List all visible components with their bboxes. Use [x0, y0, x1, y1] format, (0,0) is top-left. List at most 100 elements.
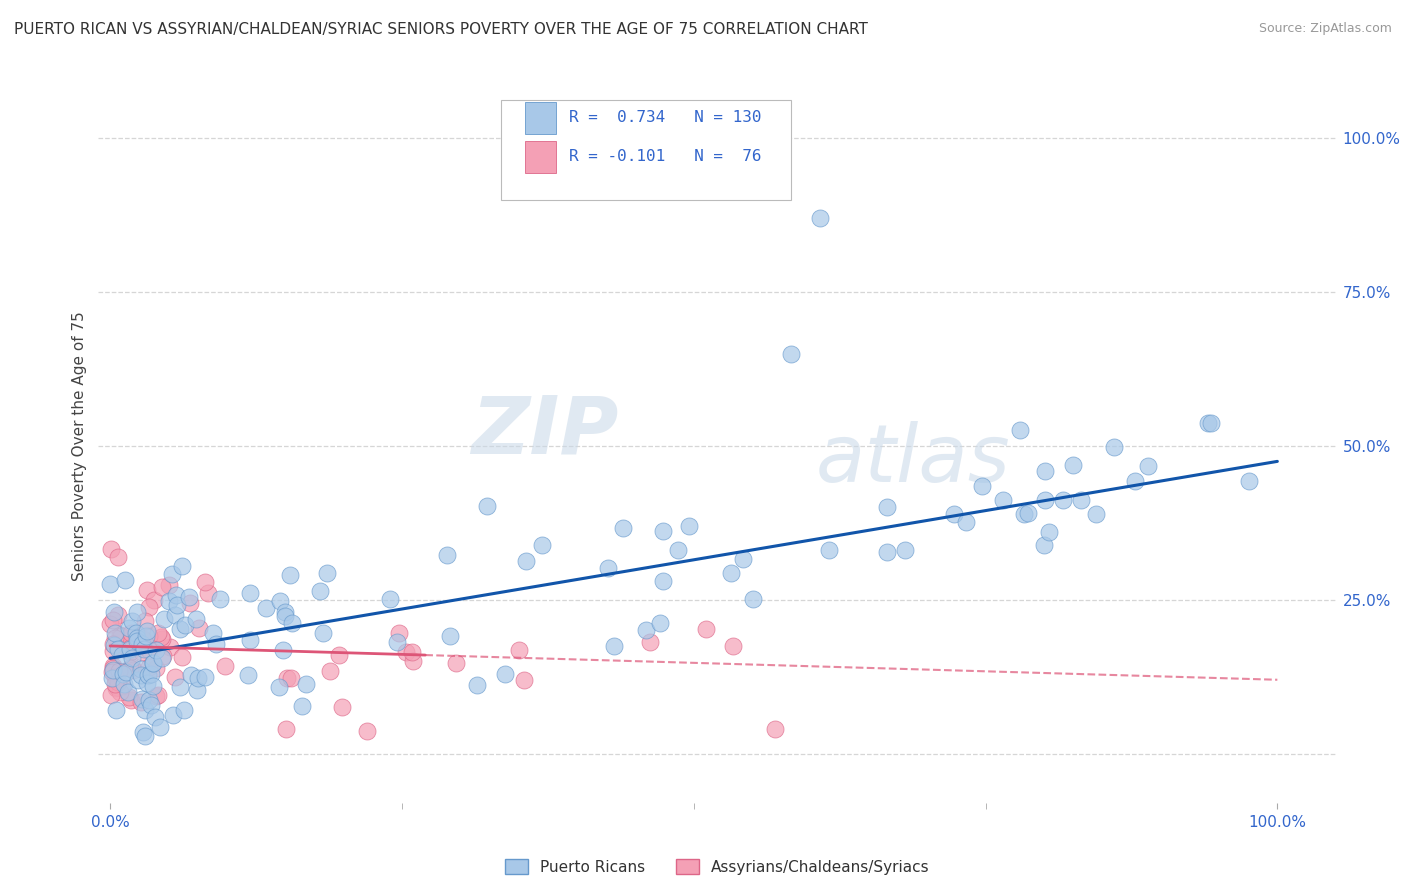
Point — [652, 574, 675, 588]
Point — [114, 665, 136, 680]
Point — [117, 684, 139, 698]
Point — [402, 655, 425, 669]
Point — [132, 641, 155, 656]
Legend: Puerto Ricans, Assyrians/Chaldeans/Syriacs: Puerto Ricans, Assyrians/Chaldeans/Syria… — [499, 853, 935, 880]
Point — [475, 499, 498, 513]
Point — [666, 542, 689, 557]
Point — [1033, 464, 1056, 478]
Point — [993, 492, 1015, 507]
Point — [103, 605, 125, 619]
Point — [138, 600, 160, 615]
Point — [280, 615, 302, 630]
Point — [1123, 474, 1146, 488]
Point — [163, 607, 186, 622]
Point — [278, 568, 301, 582]
Point — [238, 668, 260, 682]
Point — [1102, 440, 1125, 454]
Point — [678, 518, 700, 533]
Point — [169, 622, 191, 636]
Point — [139, 666, 162, 681]
Point — [138, 629, 160, 643]
Point — [152, 612, 174, 626]
Point — [394, 645, 416, 659]
Point — [179, 596, 201, 610]
Point — [157, 578, 180, 592]
Point — [808, 211, 831, 226]
Point — [239, 633, 262, 648]
Point — [127, 673, 149, 687]
Point — [149, 720, 172, 734]
Point — [276, 722, 298, 736]
Point — [107, 664, 129, 678]
Point — [159, 640, 181, 655]
Point — [138, 660, 160, 674]
Point — [138, 693, 160, 707]
Point — [186, 682, 208, 697]
Point — [142, 656, 165, 670]
Point — [118, 641, 141, 656]
Point — [112, 667, 135, 681]
Point — [152, 648, 174, 663]
Point — [122, 663, 145, 677]
Point — [596, 561, 619, 575]
Point — [385, 635, 408, 649]
Point — [114, 574, 136, 588]
Point — [652, 524, 675, 538]
Point — [1008, 423, 1031, 437]
Point — [1033, 492, 1056, 507]
Point — [121, 651, 143, 665]
Point — [201, 625, 224, 640]
Point — [148, 626, 170, 640]
Point — [131, 645, 153, 659]
Point — [197, 585, 219, 599]
Point — [439, 629, 461, 643]
Point — [356, 723, 378, 738]
Point — [173, 703, 195, 717]
Point — [100, 671, 122, 685]
Point — [103, 638, 125, 652]
Point — [720, 566, 742, 580]
Point — [150, 580, 173, 594]
Point — [188, 621, 211, 635]
Point — [150, 632, 173, 646]
Point — [104, 677, 127, 691]
Point — [239, 586, 262, 600]
Text: PUERTO RICAN VS ASSYRIAN/CHALDEAN/SYRIAC SENIORS POVERTY OVER THE AGE OF 75 CORR: PUERTO RICAN VS ASSYRIAN/CHALDEAN/SYRIAC… — [14, 22, 868, 37]
Point — [107, 549, 129, 564]
Point — [876, 545, 898, 559]
Point — [316, 566, 339, 580]
Point — [98, 617, 121, 632]
Point — [131, 637, 153, 651]
Point — [388, 626, 411, 640]
Point — [180, 667, 202, 681]
Point — [105, 680, 128, 694]
Point — [634, 623, 657, 637]
Point — [817, 543, 839, 558]
Point — [650, 616, 672, 631]
Point — [209, 591, 232, 606]
Point — [103, 643, 125, 657]
Point — [603, 639, 626, 653]
Point — [214, 658, 236, 673]
Point — [157, 594, 180, 608]
Point — [530, 538, 553, 552]
Text: Source: ZipAtlas.com: Source: ZipAtlas.com — [1258, 22, 1392, 36]
Y-axis label: Seniors Poverty Over the Age of 75: Seniors Poverty Over the Age of 75 — [72, 311, 87, 581]
Point — [274, 608, 297, 623]
Point — [328, 648, 350, 663]
Point — [110, 628, 132, 642]
Point — [110, 629, 132, 643]
Point — [108, 685, 131, 699]
Point — [876, 500, 898, 514]
Point — [165, 670, 187, 684]
Point — [131, 724, 153, 739]
Point — [276, 671, 298, 685]
Point — [127, 634, 149, 648]
Point — [508, 643, 530, 657]
Point — [494, 667, 516, 681]
Point — [134, 730, 156, 744]
Point — [100, 665, 122, 679]
Point — [187, 671, 209, 685]
Point — [269, 680, 291, 694]
Point — [515, 553, 537, 567]
